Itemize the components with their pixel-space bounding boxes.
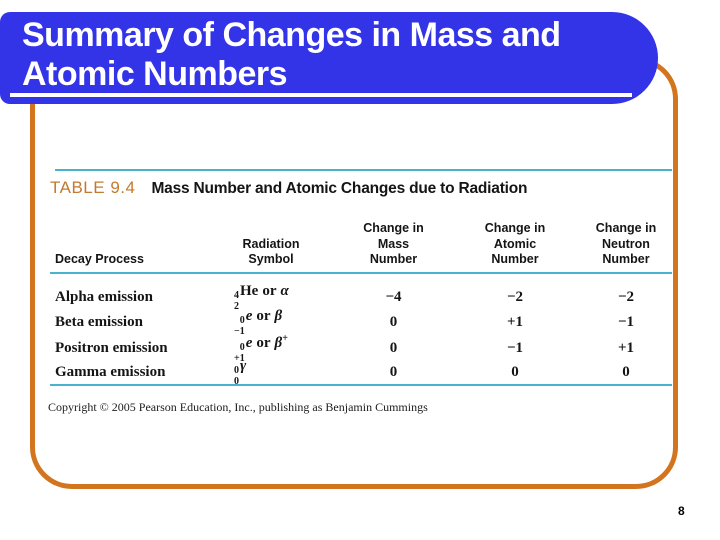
header-line: Change in	[595, 221, 657, 236]
header-line: Mass	[377, 236, 410, 251]
decay-process: Gamma emission	[55, 364, 166, 380]
radiation-symbol: 0 0 γ	[210, 358, 332, 387]
header-line: Neutron	[602, 236, 650, 251]
table-top-rule	[55, 169, 672, 171]
table-row: Positron emission 0 +1 e or β+ 0 −1 +1	[50, 333, 677, 363]
change-neutron-value: −1	[617, 314, 635, 330]
change-atomic-value: −1	[506, 340, 524, 356]
change-atomic-value: +1	[506, 314, 524, 330]
title-banner: Summary of Changes in Mass and Atomic Nu…	[0, 12, 658, 104]
column-header-decay-process: Decay Process	[50, 252, 210, 268]
greek-letter: α	[280, 283, 289, 299]
header-line: Number	[602, 252, 650, 267]
mass-number-script: 4	[234, 290, 239, 301]
header-line: Number	[369, 252, 418, 267]
table-caption: TABLE 9.4 Mass Number and Atomic Changes …	[50, 178, 670, 198]
plus-superscript: +	[282, 333, 288, 344]
mass-number-script: 0	[239, 342, 245, 353]
nuclide-prescript: 0 −1	[234, 315, 245, 337]
table-bottom-rule	[50, 384, 672, 386]
table-header-row: Decay Process Radiation Symbol Change in…	[50, 210, 677, 268]
mass-number-script: 0	[234, 365, 239, 376]
slide-title: Summary of Changes in Mass and Atomic Nu…	[22, 16, 561, 93]
table-label: TABLE 9.4	[50, 178, 136, 197]
change-neutron-value: +1	[617, 340, 635, 356]
nuclide-prescript: 0 +1	[234, 342, 245, 364]
slide-page-number: 8	[678, 504, 685, 518]
radiation-symbol: 0 −1 e or β	[210, 308, 332, 337]
greek-letter: β	[274, 335, 283, 351]
title-underline	[10, 93, 632, 97]
header-line: Decay Process	[55, 252, 144, 267]
atomic-number-script: +1	[234, 352, 245, 364]
change-neutron-value: −2	[617, 289, 635, 305]
change-mass-value: 0	[389, 364, 398, 380]
decay-process: Positron emission	[55, 340, 168, 356]
table-heading: Mass Number and Atomic Changes due to Ra…	[151, 180, 528, 197]
header-line: Change in	[363, 221, 424, 236]
change-neutron-value: 0	[622, 364, 630, 380]
atomic-number-script: 0	[234, 375, 239, 387]
column-header-change-mass: Change in Mass Number	[332, 221, 455, 268]
nuclide-symbol: γ	[240, 358, 247, 374]
column-header-change-neutron: Change in Neutron Number	[575, 221, 677, 268]
header-line: Change in	[484, 221, 546, 236]
decay-process: Beta emission	[55, 314, 143, 330]
table-row: Alpha emission 4 2 He or α −4 −2 −2	[50, 283, 677, 311]
joiner: or	[256, 308, 271, 324]
nuclide-symbol: e	[245, 308, 253, 324]
column-header-radiation-symbol: Radiation Symbol	[210, 237, 332, 268]
nuclide-prescript: 4 2	[234, 290, 239, 312]
change-atomic-value: −2	[506, 289, 524, 305]
atomic-number-script: −1	[234, 325, 245, 337]
change-mass-value: −4	[385, 289, 402, 305]
table-header-rule	[50, 272, 672, 274]
header-line: Atomic	[493, 236, 537, 251]
greek-letter: β	[274, 308, 283, 324]
nuclide-symbol: e	[245, 335, 253, 351]
copyright-notice: Copyright © 2005 Pearson Education, Inc.…	[48, 400, 428, 414]
header-line: Symbol	[248, 252, 294, 267]
radiation-symbol: 0 +1 e or β+	[210, 333, 332, 364]
header-line: Radiation	[242, 236, 300, 251]
radiation-symbol: 4 2 He or α	[210, 283, 332, 312]
nuclide-symbol: He	[240, 283, 259, 299]
header-line: Number	[491, 252, 539, 267]
joiner: or	[262, 283, 277, 299]
table-row: Beta emission 0 −1 e or β 0 +1 −1	[50, 308, 677, 336]
nuclide-prescript: 0 0	[234, 365, 239, 387]
change-mass-value: 0	[389, 314, 398, 330]
decay-process: Alpha emission	[55, 289, 153, 305]
table-row: Gamma emission 0 0 γ 0 0 0	[50, 358, 677, 386]
mass-number-script: 0	[239, 315, 245, 326]
change-mass-value: 0	[389, 340, 398, 356]
atomic-number-script: 2	[234, 300, 239, 312]
joiner: or	[256, 335, 271, 351]
column-header-change-atomic: Change in Atomic Number	[455, 221, 575, 268]
change-atomic-value: 0	[511, 364, 519, 380]
